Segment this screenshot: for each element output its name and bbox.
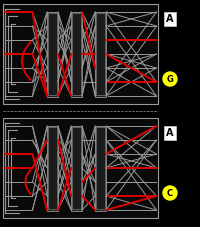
Text: A: A — [166, 14, 174, 24]
Bar — [71, 126, 82, 210]
Bar — [95, 12, 106, 96]
Bar — [48, 127, 57, 209]
Text: A: A — [166, 128, 174, 138]
Bar — [47, 126, 58, 210]
Bar — [48, 13, 57, 95]
Circle shape — [163, 72, 177, 86]
Bar — [72, 13, 81, 95]
Text: G: G — [167, 74, 173, 84]
Bar — [3, 118, 158, 218]
Circle shape — [163, 186, 177, 200]
Bar — [72, 127, 81, 209]
Bar — [71, 12, 82, 96]
Text: C: C — [167, 188, 173, 197]
Bar — [95, 126, 106, 210]
Bar — [3, 4, 158, 104]
Bar — [47, 12, 58, 96]
Bar — [96, 127, 105, 209]
Bar — [96, 13, 105, 95]
